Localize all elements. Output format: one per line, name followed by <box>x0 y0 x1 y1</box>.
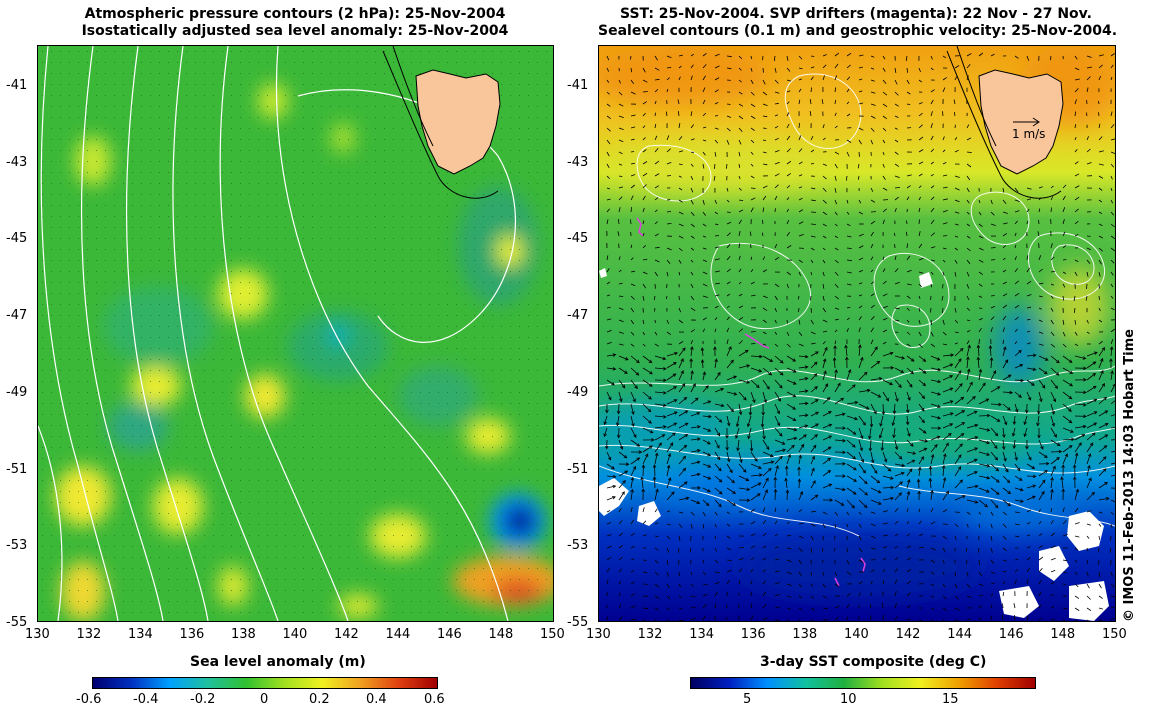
colorbar-tick-label: 0.2 <box>309 692 330 707</box>
geostrophic-velocity-arrows <box>603 52 1115 621</box>
colorbar-tick-label: 0 <box>260 692 269 707</box>
svp-drifters <box>636 217 866 587</box>
lon-tick-label: 142 <box>334 627 359 642</box>
lon-tick-label: 150 <box>540 627 565 642</box>
lon-tick-label: 148 <box>488 627 514 642</box>
lon-tick-label: 144 <box>947 627 973 642</box>
right-title-line2: Sealevel contours (0.1 m) and geostrophi… <box>598 23 1118 39</box>
lat-tick-label: -51 <box>6 461 28 477</box>
lon-tick-label: 146 <box>437 627 462 642</box>
colorbar-tick-label: -0.2 <box>190 692 216 707</box>
lon-tick-label: 136 <box>179 627 205 642</box>
lat-tick-label: -45 <box>567 231 589 247</box>
sla-colorbar-title: Sea level anomaly (m) <box>190 654 366 670</box>
lon-tick-label: 144 <box>385 627 411 642</box>
left-title-line2: Isostatically adjusted sea level anomaly… <box>81 23 509 39</box>
lat-tick-label: -55 <box>6 614 28 630</box>
velocity-scale-label: 1 m/s <box>1012 127 1045 141</box>
lat-tick-label: -43 <box>6 154 28 170</box>
lat-tick-label: -55 <box>567 614 589 630</box>
lat-tick-label: -49 <box>6 384 28 400</box>
imos-credit: © IMOS 11-Feb-2013 14:03 Hobart Time <box>1122 329 1137 622</box>
lon-tick-label: 132 <box>637 627 663 642</box>
lat-tick-label: -53 <box>567 538 589 554</box>
colorbar-tick-label: 15 <box>942 692 959 707</box>
colorbar-tick-label: 5 <box>743 692 752 707</box>
lon-tick-label: 138 <box>231 627 256 642</box>
lat-tick-label: -47 <box>6 308 28 324</box>
tasmania-land <box>415 69 501 175</box>
lon-tick-label: 132 <box>76 627 102 642</box>
lon-tick-label: 130 <box>25 627 50 642</box>
lon-tick-label: 150 <box>1102 627 1127 642</box>
lat-tick-label: -45 <box>6 231 28 247</box>
lat-tick-label: -41 <box>567 78 589 93</box>
sst-velocity-map[interactable]: 1 m/s <box>598 45 1116 622</box>
right-title-line1: SST: 25-Nov-2004. SVP drifters (magenta)… <box>620 6 1092 22</box>
lon-tick-label: 140 <box>282 627 308 642</box>
lat-tick-label: -53 <box>6 538 28 554</box>
lat-tick-label: -47 <box>567 308 589 324</box>
lon-tick-label: 140 <box>844 627 869 642</box>
pressure-contours <box>38 46 516 621</box>
sea-level-anomaly-map[interactable] <box>37 45 554 622</box>
sla-colorbar <box>92 677 438 689</box>
sst-colorbar-title: 3-day SST composite (deg C) <box>760 654 987 670</box>
colorbar-tick-label: 0.4 <box>366 692 387 707</box>
colorbar-tick-label: -0.6 <box>76 692 102 707</box>
lon-tick-label: 134 <box>128 627 153 642</box>
lon-tick-label: 146 <box>998 627 1024 642</box>
left-title-line1: Atmospheric pressure contours (2 hPa): 2… <box>84 6 506 22</box>
lon-tick-label: 134 <box>689 627 715 642</box>
lat-tick-label: -41 <box>6 78 28 93</box>
lon-tick-label: 142 <box>895 627 921 642</box>
colorbar-tick-label: -0.4 <box>133 692 159 707</box>
lat-tick-label: -49 <box>567 384 589 400</box>
lon-tick-label: 138 <box>792 627 818 642</box>
lat-tick-label: -51 <box>567 461 589 477</box>
lon-tick-label: 148 <box>1050 627 1076 642</box>
sst-colorbar <box>690 677 1036 689</box>
lat-tick-label: -43 <box>567 154 589 170</box>
colorbar-tick-label: 10 <box>840 692 857 707</box>
lon-tick-label: 130 <box>586 627 611 642</box>
lon-tick-label: 136 <box>740 627 766 642</box>
colorbar-tick-label: 0.6 <box>424 692 445 707</box>
